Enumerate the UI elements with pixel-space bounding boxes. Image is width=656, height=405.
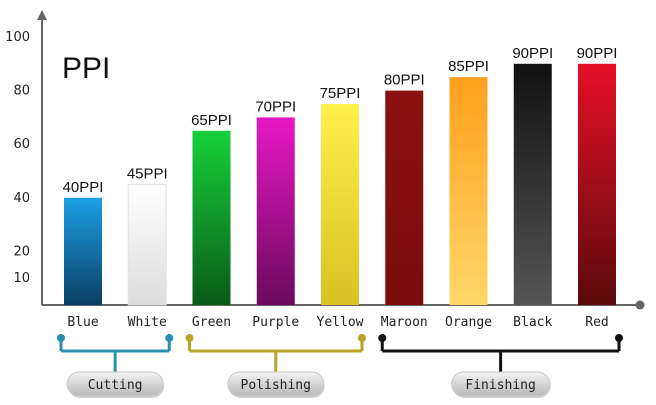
category-label: White [128, 315, 167, 330]
y-tick-label: 100 [5, 30, 30, 45]
x-axis-end-dot [635, 300, 645, 310]
category-label: Red [585, 315, 608, 330]
group-polishing: Polishing [185, 334, 366, 398]
category-label: Purple [252, 315, 299, 330]
group-cutting: Cutting [57, 334, 174, 398]
bracket-dot [57, 334, 65, 342]
category-label: Blue [67, 315, 98, 330]
bar-purple [256, 117, 295, 306]
y-tick-label: 10 [13, 271, 30, 286]
category-label: Maroon [381, 315, 428, 330]
bar-green [192, 130, 231, 305]
bar-black [513, 63, 552, 305]
bar-value-label: 45PPI [127, 165, 168, 182]
bracket-dot [615, 334, 623, 342]
bar-value-label: 85PPI [448, 58, 489, 75]
bar-value-label: 40PPI [63, 179, 104, 196]
bracket-dot [165, 334, 174, 342]
bar-orange [449, 77, 488, 305]
bracket-dot [378, 334, 387, 342]
bar-yellow [321, 104, 359, 305]
group-pill [66, 371, 164, 397]
category-label: Green [192, 315, 231, 330]
y-tick-label: 40 [13, 191, 30, 206]
bar-value-label: 70PPI [255, 98, 296, 115]
bar-value-label: 75PPI [320, 85, 361, 102]
category-label: Orange [445, 315, 492, 330]
category-label: Yellow [317, 315, 364, 330]
group-pill [451, 371, 551, 397]
group-finishing: Finishing [378, 334, 623, 398]
category-label: Black [513, 315, 552, 330]
bracket-dot [185, 334, 194, 342]
bar-red [578, 63, 616, 305]
group-pill [227, 371, 325, 397]
bar-blue [64, 197, 102, 305]
y-axis-arrow [37, 10, 47, 20]
bar-white [127, 183, 167, 306]
group-label: Finishing [465, 378, 535, 393]
bar-value-label: 80PPI [384, 72, 425, 89]
chart-title: PPI [62, 52, 110, 85]
bar-value-label: 90PPI [577, 45, 618, 62]
group-label: Polishing [241, 378, 311, 393]
bar-maroon [385, 90, 424, 305]
bracket-dot [358, 334, 366, 342]
bar-value-label: 65PPI [191, 112, 232, 129]
bar-value-label: 90PPI [512, 45, 553, 62]
y-tick-label: 20 [13, 244, 30, 259]
y-tick-label: 60 [13, 137, 30, 152]
group-label: Cutting [88, 378, 143, 393]
y-tick-label: 80 [13, 84, 30, 99]
